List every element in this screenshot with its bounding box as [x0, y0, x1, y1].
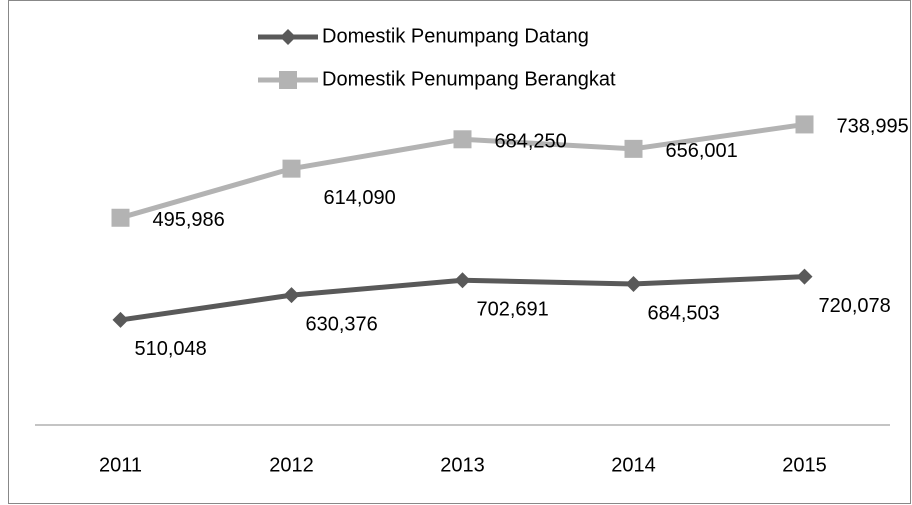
- diamond-marker: [283, 287, 300, 304]
- square-marker: [624, 139, 643, 158]
- square-marker: [453, 130, 472, 149]
- x-tick-label: 2012: [269, 454, 314, 476]
- x-tick-label: 2013: [440, 454, 485, 476]
- square-marker: [111, 208, 130, 227]
- data-label: 702,691: [477, 299, 549, 321]
- chart-frame: [8, 0, 911, 504]
- data-label: 630,376: [306, 313, 378, 335]
- diamond-marker: [112, 311, 129, 328]
- legend-label: Domestik Penumpang Datang: [322, 25, 589, 47]
- x-tick-label: 2015: [782, 454, 827, 476]
- x-tick-label: 2014: [611, 454, 656, 476]
- data-label: 684,250: [495, 131, 567, 153]
- diamond-marker: [796, 268, 813, 285]
- square-marker: [795, 115, 814, 134]
- legend-marker: [280, 29, 296, 45]
- data-label: 738,995: [837, 116, 909, 138]
- diamond-marker: [454, 272, 471, 289]
- data-label: 720,078: [819, 295, 891, 317]
- data-label: 684,503: [648, 302, 720, 324]
- data-label: 510,048: [135, 338, 207, 360]
- legend-label: Domestik Penumpang Berangkat: [322, 68, 616, 90]
- legend-marker: [279, 71, 297, 89]
- data-label: 656,001: [666, 140, 738, 162]
- diamond-marker: [625, 275, 642, 292]
- data-label: 614,090: [324, 187, 396, 209]
- square-marker: [282, 159, 301, 178]
- x-tick-label: 2011: [99, 454, 142, 476]
- data-label: 495,986: [153, 209, 225, 231]
